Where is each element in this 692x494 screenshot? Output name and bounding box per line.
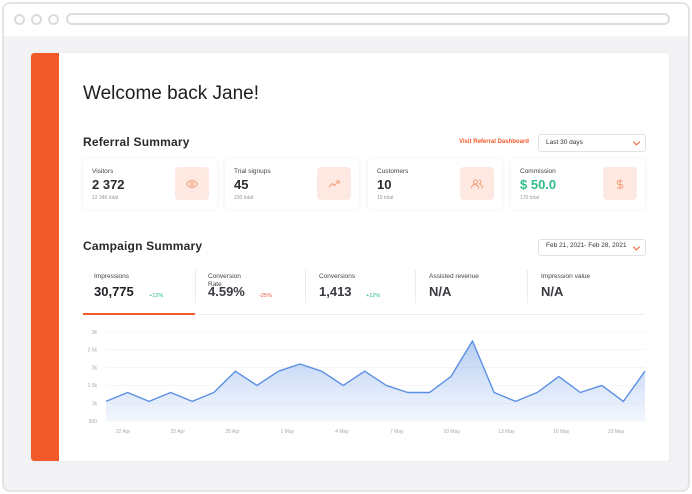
- x-tick-label: 16 May: [553, 429, 570, 435]
- metric-value: N/A: [429, 284, 452, 299]
- y-tick-label: 1k: [92, 401, 98, 407]
- metric-value: 4.59%: [208, 284, 245, 299]
- y-tick-label: 2k: [92, 365, 98, 371]
- commission-card: Commission $ 50.0 170 total: [511, 159, 645, 209]
- series-line: [105, 340, 646, 403]
- browser-toolbar: [4, 4, 688, 36]
- range-select-value: Last 30 days: [546, 139, 583, 146]
- metric-delta: +12%: [366, 293, 381, 299]
- referral-summary-title: Referral Summary: [83, 135, 190, 149]
- trend-up-icon: [317, 167, 351, 200]
- welcome-heading: Welcome back Jane!: [83, 83, 260, 104]
- address-bar[interactable]: [66, 13, 670, 25]
- metric-label: Impression value: [541, 273, 591, 280]
- metric-tab-impression-value[interactable]: Impression value N/A: [541, 270, 636, 303]
- card-subtotal: 170 total: [520, 195, 540, 201]
- sidebar-accent-bar: [31, 53, 59, 461]
- metric-divider: [305, 270, 306, 303]
- metric-divider: [195, 270, 196, 303]
- window-maximize-dot[interactable]: [48, 14, 59, 25]
- metric-label: Conversion Rate: [208, 273, 241, 288]
- card-subtotal: 230 total: [234, 195, 254, 201]
- card-label: Customers: [377, 168, 409, 175]
- card-label: Commission: [520, 168, 556, 175]
- card-label: Trial signups: [234, 168, 271, 175]
- y-tick-label: 1.5k: [88, 383, 98, 389]
- card-value: 2 372: [92, 177, 125, 192]
- x-tick-label: 7 May: [390, 429, 404, 435]
- y-tick-label: 2.5k: [88, 348, 98, 354]
- window-close-dot[interactable]: [14, 14, 25, 25]
- metric-delta: -25%: [259, 293, 272, 299]
- dollar-icon: [603, 167, 637, 200]
- date-range-value: Feb 21, 2021- Feb 28, 2021: [546, 242, 627, 249]
- eye-icon: [175, 167, 209, 200]
- metric-label: Impressions: [94, 273, 130, 280]
- metric-value: 30,775: [94, 284, 134, 299]
- card-subtotal: 12 346 total: [92, 195, 119, 201]
- x-tick-label: 25 Apr: [171, 429, 186, 435]
- impressions-area-chart: 500 1k 1.5k 2k 2.5k 3k 22 Apr 25 Apr 28 Apr 1 May…: [88, 330, 646, 435]
- card-value: 45: [234, 177, 249, 192]
- x-tick-label: 13 May: [498, 429, 515, 435]
- metric-tab-conversions[interactable]: Conversions 1,413 +12%: [319, 270, 414, 303]
- dashboard-page: Welcome back Jane! Referral Summary Visi…: [31, 53, 669, 461]
- y-tick-label: 3k: [92, 330, 98, 336]
- date-range-select[interactable]: Feb 21, 2021- Feb 28, 2021: [538, 239, 646, 256]
- window-minimize-dot[interactable]: [31, 14, 42, 25]
- metric-divider: [415, 270, 416, 303]
- series-area: [106, 340, 645, 421]
- x-tick-label: 4 May: [335, 429, 349, 435]
- card-subtotal: 19 total: [377, 195, 394, 201]
- metric-tab-conversion-rate[interactable]: Conversion Rate 4.59% -25%: [208, 270, 303, 303]
- x-tick-label: 19 May: [608, 429, 625, 435]
- x-tick-label: 22 Apr: [116, 429, 131, 435]
- visit-referral-dashboard-link[interactable]: Visit Referral Dashboard: [459, 139, 529, 145]
- metrics-baseline: [83, 314, 645, 315]
- trial-signups-card: Trial signups 45 230 total: [225, 159, 359, 209]
- y-tick-label: 500: [89, 419, 98, 425]
- x-tick-label: 28 Apr: [225, 429, 240, 435]
- campaign-summary-title: Campaign Summary: [83, 239, 203, 253]
- metric-value: N/A: [541, 284, 564, 299]
- metric-divider: [527, 270, 528, 303]
- range-select[interactable]: Last 30 days: [538, 134, 646, 152]
- metric-tab-impressions[interactable]: Impressions 30,775 +12%: [94, 270, 194, 303]
- customers-card: Customers 10 19 total: [368, 159, 502, 209]
- metric-label: Conversions: [319, 273, 356, 280]
- metric-delta: +12%: [149, 293, 164, 299]
- visitors-card: Visitors 2 372 12 346 total: [83, 159, 217, 209]
- metric-label: Assisted revenue: [429, 273, 479, 280]
- users-icon: [460, 167, 494, 200]
- x-tick-label: 10 May: [443, 429, 460, 435]
- active-metric-underline: [83, 313, 195, 315]
- card-value: 10: [377, 177, 392, 192]
- metric-tab-assisted-revenue[interactable]: Assisted revenue N/A: [429, 270, 524, 303]
- x-tick-label: 1 May: [281, 429, 295, 435]
- card-label: Visitors: [92, 168, 114, 175]
- card-value: $ 50.0: [520, 177, 557, 192]
- metric-value: 1,413: [319, 284, 352, 299]
